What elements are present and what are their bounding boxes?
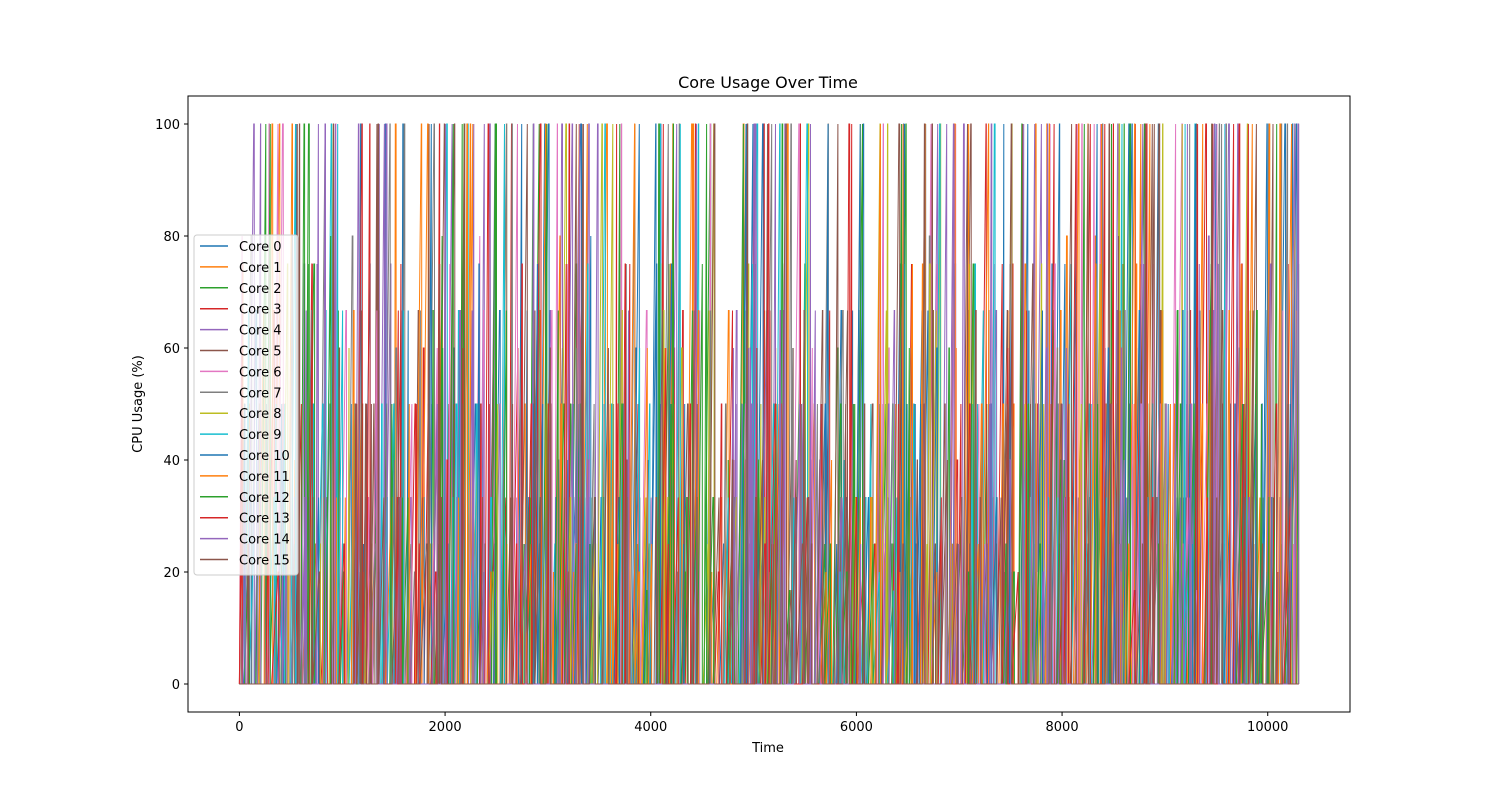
legend-label: Core 13	[239, 512, 290, 527]
y-tick-label: 80	[163, 230, 180, 245]
y-tick-label: 60	[163, 342, 180, 357]
legend-label: Core 8	[239, 407, 282, 422]
legend-label: Core 5	[239, 345, 282, 360]
y-tick-label: 20	[163, 566, 180, 581]
x-tick-label: 2000	[429, 720, 462, 735]
legend-label: Core 10	[239, 449, 290, 464]
legend-box	[193, 234, 299, 576]
y-tick-label: 100	[155, 118, 180, 133]
y-axis-label: CPU Usage (%)	[131, 355, 146, 453]
x-tick-label: 6000	[840, 720, 873, 735]
y-tick-label: 40	[163, 454, 180, 469]
legend-label: Core 6	[239, 365, 282, 380]
legend-label: Core 1	[239, 261, 282, 276]
legend-label: Core 7	[239, 386, 282, 401]
legend-label: Core 2	[239, 282, 282, 297]
y-tick-label: 0	[172, 678, 180, 693]
x-axis-label: Time	[751, 741, 784, 756]
legend-label: Core 14	[239, 533, 290, 548]
x-tick-label: 8000	[1046, 720, 1079, 735]
legend-label: Core 11	[239, 470, 290, 485]
legend-label: Core 3	[239, 303, 282, 318]
legend-label: Core 15	[239, 554, 290, 569]
y-axis: 0 20 40 60 80 100	[155, 118, 188, 693]
series-group	[238, 123, 1300, 685]
legend-label: Core 4	[239, 324, 282, 339]
plot-frame	[187, 95, 1351, 713]
legend: Core 0 Core 1 Core 2 Core 3 Core 4 Core 5 Core…	[193, 234, 299, 576]
x-tick-label: 10000	[1247, 720, 1288, 735]
x-axis: 0 2000 4000 6000 8000 10000	[235, 712, 1288, 735]
legend-label: Core 9	[239, 428, 282, 443]
chart-title: Core Usage Over Time	[678, 73, 858, 92]
legend-label: Core 0	[239, 240, 282, 255]
x-tick-label: 4000	[634, 720, 667, 735]
legend-label: Core 12	[239, 491, 290, 506]
series-line-core-15	[239, 123, 1299, 685]
x-tick-label: 0	[235, 720, 243, 735]
